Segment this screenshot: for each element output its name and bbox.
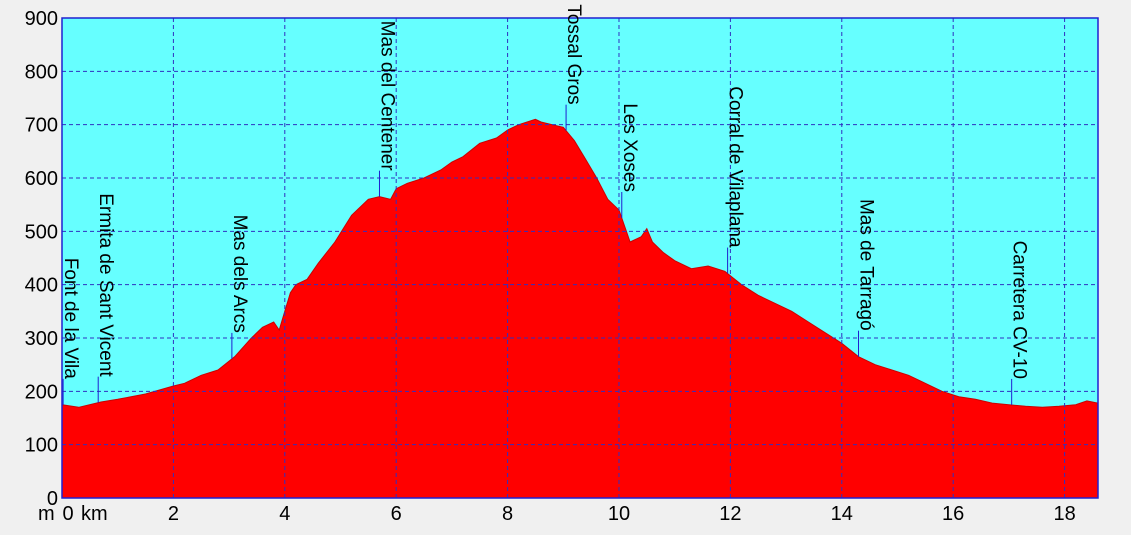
y-tick-label: 100 — [25, 435, 58, 457]
y-axis-unit-label: m — [38, 503, 55, 525]
y-tick-label: 500 — [25, 221, 58, 243]
plot-frame — [61, 17, 1099, 499]
waypoint-label: Mas del Centener — [376, 21, 397, 172]
x-tick-label: 4 — [279, 503, 290, 525]
y-tick-label: 900 — [25, 8, 58, 30]
x-tick-label: 6 — [391, 503, 402, 525]
y-tick-label: 600 — [25, 168, 58, 190]
area-layer — [61, 118, 1099, 499]
waypoint-label: Mas dels Tossal Gros — [563, 0, 584, 105]
y-tick-labels: 0 100 200 300 400 500 600 700 800 900 — [25, 8, 58, 510]
annotation-layer: Font de la Vila Ermita de Sant Vicent Mas … — [60, 0, 1030, 405]
x-tick-labels: 0 2 4 6 8 10 12 14 16 18 — [62, 503, 1075, 525]
x-tick-label: 10 — [608, 503, 630, 525]
waypoint-label: Font de la Vila — [60, 258, 81, 380]
x-tick-label: 2 — [168, 503, 179, 525]
waypoint-label: Mas de Tarragó — [855, 199, 876, 331]
waypoint-label: Corral de Vilaplana — [725, 86, 746, 248]
x-tick-label: 18 — [1053, 503, 1075, 525]
waypoint-label: Carretera CV-10 — [1009, 241, 1030, 379]
x-tick-label: 16 — [942, 503, 964, 525]
x-tick-label: 8 — [502, 503, 513, 525]
y-tick-label: 300 — [25, 328, 58, 350]
x-axis-unit-label: km — [81, 503, 108, 525]
x-tick-label: 0 — [62, 503, 73, 525]
x-tick-label: 12 — [719, 503, 741, 525]
y-tick-label: 400 — [25, 275, 58, 297]
x-tick-label: 14 — [831, 503, 853, 525]
y-tick-label: 800 — [25, 61, 58, 83]
y-tick-label: 200 — [25, 381, 58, 403]
y-tick-label: 0 — [47, 488, 58, 510]
waypoint-label: Mas dels Arcs — [229, 215, 250, 333]
waypoint-label: Ermita de Sant Vicent — [95, 193, 116, 377]
y-tick-label: 700 — [25, 115, 58, 137]
waypoint-label: Les Xoses — [619, 103, 640, 192]
elevation-area — [61, 118, 1099, 499]
